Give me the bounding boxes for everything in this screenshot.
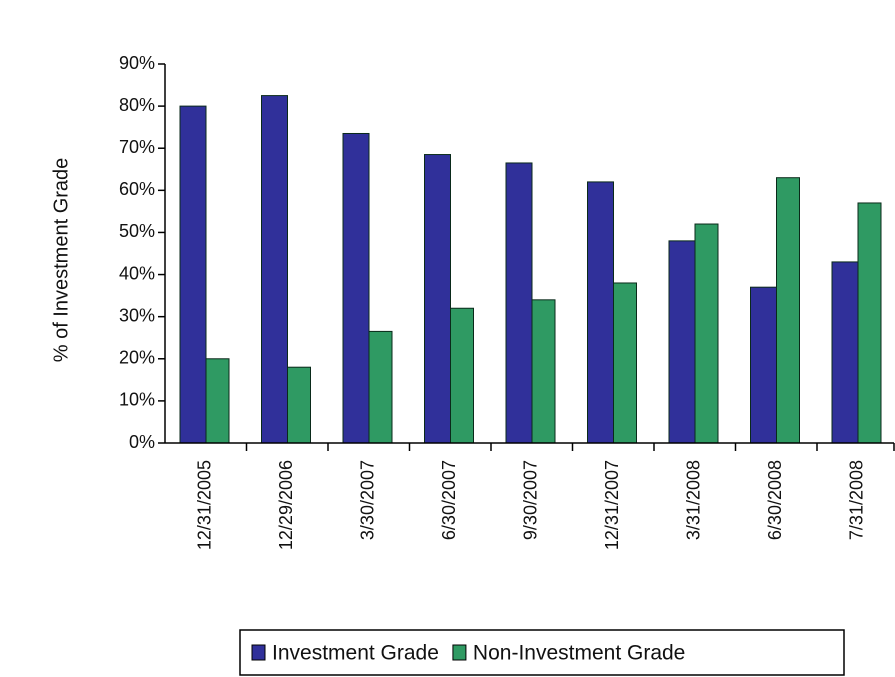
bar (368, 330, 393, 444)
legend-label: Non-Investment Grade (473, 642, 685, 665)
bar (287, 366, 311, 444)
x-tick-label: 3/31/2008 (684, 460, 704, 540)
bar (776, 177, 800, 444)
bar (613, 282, 637, 444)
y-tick-label: 40% (119, 263, 155, 283)
legend-box (239, 629, 845, 676)
bar (342, 132, 370, 444)
x-tick-label: 3/30/2007 (358, 460, 378, 540)
y-tick-label: 50% (119, 221, 155, 241)
bar (424, 154, 451, 444)
x-tick-label: 12/31/2007 (602, 460, 622, 550)
y-tick-label: 80% (119, 95, 155, 115)
bar (505, 162, 533, 444)
x-tick-label: 12/29/2006 (276, 460, 296, 550)
bar (857, 202, 882, 444)
x-tick-label: 6/30/2007 (439, 460, 459, 540)
bar (668, 240, 696, 444)
bar (587, 181, 614, 444)
x-tick-label: 6/30/2008 (765, 460, 785, 540)
y-axis-label: % of Investment Grade (50, 158, 72, 363)
y-tick-label: 10% (119, 390, 155, 410)
bar (531, 299, 556, 444)
y-tick-label: 20% (119, 348, 155, 368)
y-tick-label: 60% (119, 179, 155, 199)
y-tick-label: 70% (119, 137, 155, 157)
bar (694, 223, 719, 444)
bar (205, 358, 230, 444)
legend-swatch (452, 644, 467, 661)
y-tick-label: 90% (119, 53, 155, 73)
bar (750, 286, 777, 444)
legend-swatch (251, 644, 266, 661)
x-tick-label: 12/31/2005 (195, 460, 215, 550)
y-tick-label: 0% (129, 432, 155, 452)
legend-label: Investment Grade (272, 642, 439, 665)
bar (179, 105, 207, 444)
bar (450, 307, 474, 444)
y-tick-label: 30% (119, 305, 155, 325)
bar (261, 95, 288, 444)
x-tick-label: 9/30/2007 (521, 460, 541, 540)
x-tick-label: 7/31/2008 (847, 460, 867, 540)
bar (831, 261, 859, 444)
